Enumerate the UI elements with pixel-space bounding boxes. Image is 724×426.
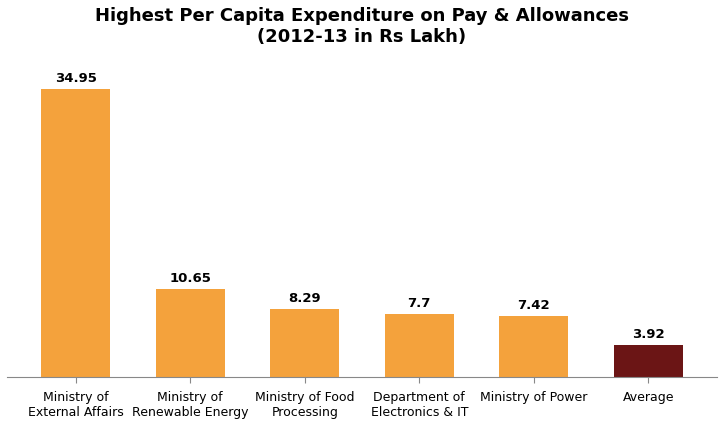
Text: 10.65: 10.65 xyxy=(169,272,211,285)
Text: 34.95: 34.95 xyxy=(55,72,96,85)
Text: 7.7: 7.7 xyxy=(408,296,431,310)
Title: Highest Per Capita Expenditure on Pay & Allowances
(2012-13 in Rs Lakh): Highest Per Capita Expenditure on Pay & … xyxy=(95,7,629,46)
Bar xyxy=(385,314,454,377)
Bar xyxy=(270,309,339,377)
Text: 3.92: 3.92 xyxy=(632,328,665,341)
Bar xyxy=(614,345,683,377)
Bar xyxy=(156,289,224,377)
Bar xyxy=(41,89,110,377)
Bar xyxy=(500,316,568,377)
Text: 8.29: 8.29 xyxy=(288,292,321,305)
Text: 7.42: 7.42 xyxy=(518,299,550,312)
